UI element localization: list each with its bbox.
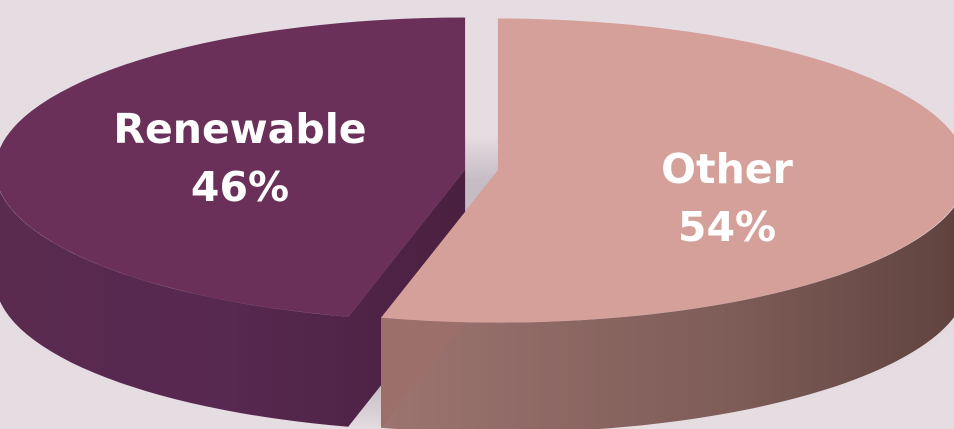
slice-renewable <box>0 17 466 317</box>
slice-other <box>381 18 954 323</box>
label-renewable-name: Renewable <box>113 105 366 153</box>
slice-side-other <box>381 207 954 429</box>
label-other-name: Other <box>661 145 793 193</box>
label-other-value: 54% <box>678 203 776 251</box>
label-renewable-value: 46% <box>191 163 289 211</box>
slice-side-renewable <box>0 169 466 427</box>
